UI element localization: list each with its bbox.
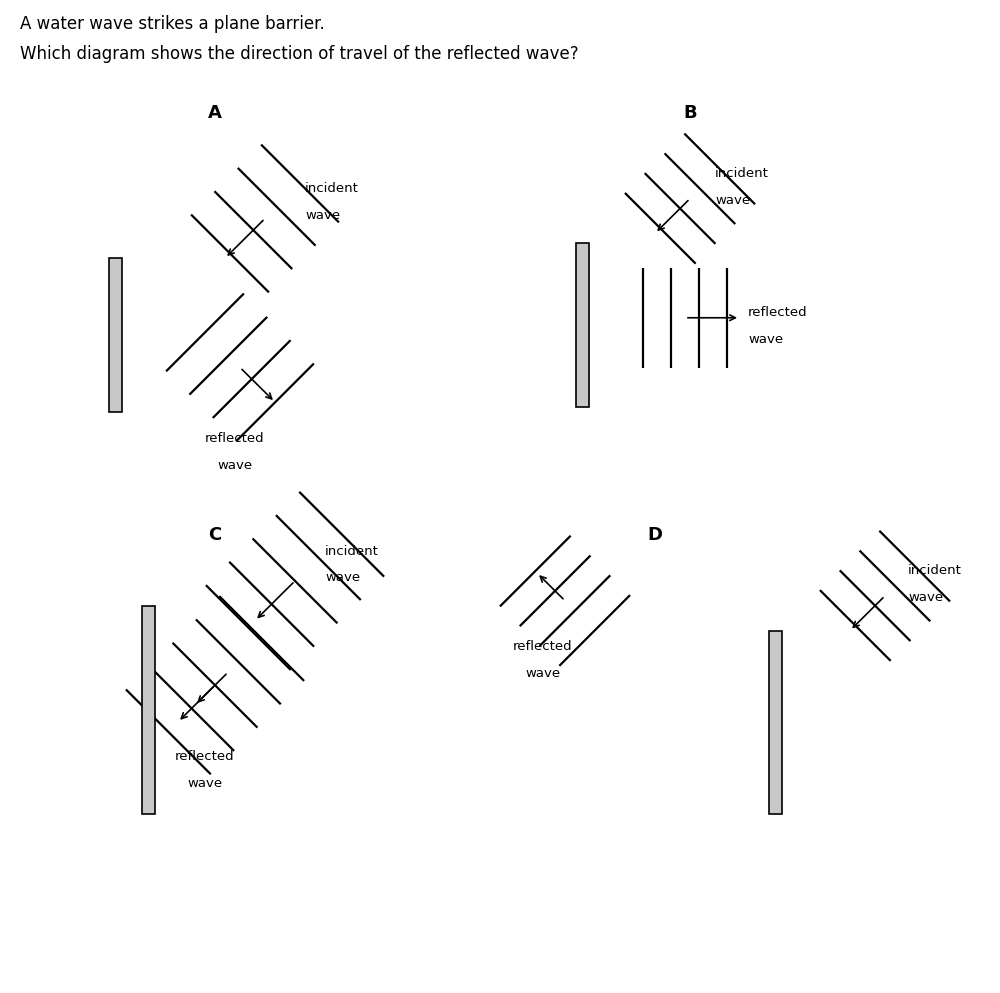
Bar <box>576 243 588 407</box>
Text: A water wave strikes a plane barrier.: A water wave strikes a plane barrier. <box>20 15 325 33</box>
Text: wave: wave <box>325 571 360 585</box>
Text: wave: wave <box>715 194 750 208</box>
Text: wave: wave <box>187 777 223 789</box>
Text: wave: wave <box>525 667 561 680</box>
Bar <box>108 258 122 412</box>
Bar <box>142 606 154 814</box>
Text: B: B <box>683 104 697 122</box>
Text: incident: incident <box>908 564 962 578</box>
Text: reflected: reflected <box>513 640 573 653</box>
Bar <box>769 631 782 814</box>
Text: wave: wave <box>908 591 943 605</box>
Text: A: A <box>208 104 222 122</box>
Text: wave: wave <box>305 209 340 222</box>
Text: wave: wave <box>217 459 253 472</box>
Text: incident: incident <box>325 544 379 558</box>
Text: reflected: reflected <box>175 750 235 763</box>
Text: wave: wave <box>748 333 783 347</box>
Text: Which diagram shows the direction of travel of the reflected wave?: Which diagram shows the direction of tra… <box>20 45 579 63</box>
Text: C: C <box>208 526 222 544</box>
Text: reflected: reflected <box>748 306 808 320</box>
Text: D: D <box>648 526 662 544</box>
Text: reflected: reflected <box>205 432 265 445</box>
Text: incident: incident <box>715 167 769 181</box>
Text: incident: incident <box>305 182 359 196</box>
